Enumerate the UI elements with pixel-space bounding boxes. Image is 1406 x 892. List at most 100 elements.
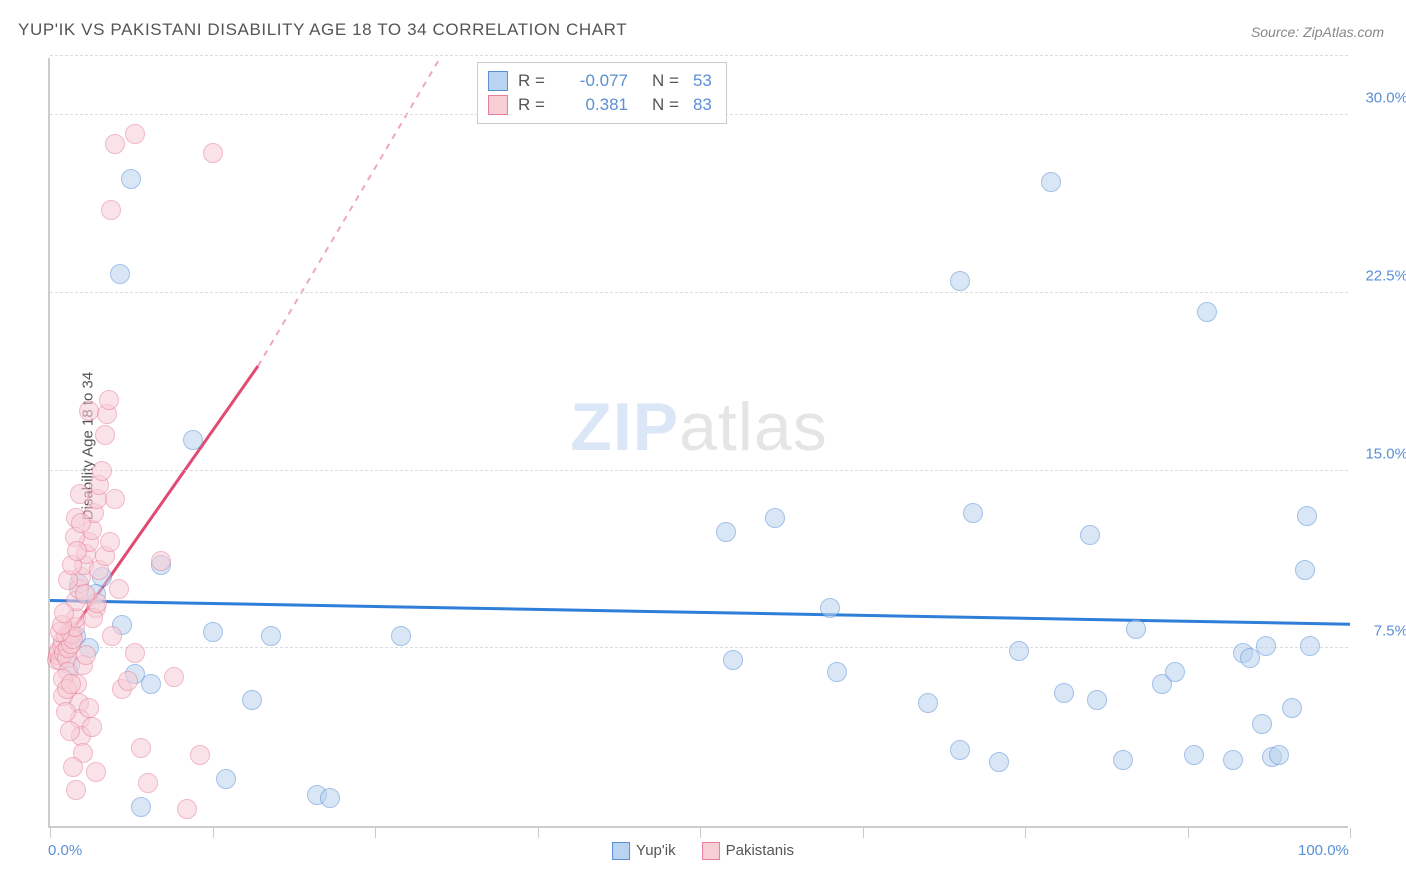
data-point — [61, 674, 81, 694]
data-point — [92, 461, 112, 481]
data-point — [99, 390, 119, 410]
data-point — [391, 626, 411, 646]
data-point — [131, 738, 151, 758]
x-tick — [1188, 828, 1189, 838]
x-tick — [700, 828, 701, 838]
data-point — [66, 780, 86, 800]
data-point — [125, 124, 145, 144]
data-point — [75, 584, 95, 604]
data-point — [131, 797, 151, 817]
stats-row-yupik: R = -0.077 N = 53 — [488, 69, 712, 93]
legend-item-yupik: Yup'ik — [612, 842, 676, 860]
data-point — [716, 522, 736, 542]
data-point — [989, 752, 1009, 772]
data-point — [1297, 506, 1317, 526]
data-point — [203, 622, 223, 642]
gridline — [50, 292, 1348, 293]
data-point — [203, 143, 223, 163]
y-tick-label: 30.0% — [1353, 90, 1406, 107]
gridline — [50, 647, 1348, 648]
data-point — [950, 271, 970, 291]
data-point — [177, 799, 197, 819]
data-point — [1126, 619, 1146, 639]
data-point — [765, 508, 785, 528]
data-point — [102, 626, 122, 646]
data-point — [820, 598, 840, 618]
y-tick-label: 15.0% — [1353, 445, 1406, 462]
correlation-chart: YUP'IK VS PAKISTANI DISABILITY AGE 18 TO… — [0, 0, 1406, 892]
data-point — [1252, 714, 1272, 734]
data-point — [1054, 683, 1074, 703]
data-point — [79, 401, 99, 421]
swatch-yupik — [488, 71, 508, 91]
data-point — [54, 603, 74, 623]
data-point — [1165, 662, 1185, 682]
data-point — [164, 667, 184, 687]
data-point — [190, 745, 210, 765]
data-point — [1256, 636, 1276, 656]
x-tick — [213, 828, 214, 838]
data-point — [1223, 750, 1243, 770]
data-point — [76, 645, 96, 665]
data-point — [125, 643, 145, 663]
data-point — [79, 698, 99, 718]
data-point — [242, 690, 262, 710]
gridline — [50, 470, 1348, 471]
data-point — [950, 740, 970, 760]
swatch-pakistanis-icon — [702, 842, 720, 860]
data-point — [110, 264, 130, 284]
y-tick-label: 22.5% — [1353, 267, 1406, 284]
data-point — [71, 513, 91, 533]
data-point — [1080, 525, 1100, 545]
data-point — [109, 579, 129, 599]
data-point — [56, 702, 76, 722]
x-axis-min-label: 0.0% — [48, 842, 82, 859]
x-tick — [1025, 828, 1026, 838]
legend: Yup'ik Pakistanis — [612, 842, 794, 860]
data-point — [1041, 172, 1061, 192]
x-tick — [50, 828, 51, 838]
data-point — [261, 626, 281, 646]
chart-source: Source: ZipAtlas.com — [1251, 24, 1384, 40]
data-point — [121, 169, 141, 189]
x-axis-max-label: 100.0% — [1298, 842, 1349, 859]
data-point — [1282, 698, 1302, 718]
data-point — [1184, 745, 1204, 765]
plot-area: ZIPatlas 7.5%15.0%22.5%30.0% — [48, 58, 1348, 828]
trend-lines — [50, 58, 1350, 828]
data-point — [70, 484, 90, 504]
trend-line — [50, 601, 1350, 625]
data-point — [1300, 636, 1320, 656]
data-point — [105, 134, 125, 154]
data-point — [827, 662, 847, 682]
swatch-yupik-icon — [612, 842, 630, 860]
data-point — [1087, 690, 1107, 710]
data-point — [141, 674, 161, 694]
data-point — [216, 769, 236, 789]
x-tick — [863, 828, 864, 838]
data-point — [63, 757, 83, 777]
stats-legend-box: R = -0.077 N = 53 R = 0.381 N = 83 — [477, 62, 727, 124]
data-point — [105, 489, 125, 509]
gridline — [50, 55, 1348, 56]
data-point — [1269, 745, 1289, 765]
data-point — [1295, 560, 1315, 580]
data-point — [1009, 641, 1029, 661]
trend-line — [258, 58, 440, 366]
data-point — [100, 532, 120, 552]
y-tick-label: 7.5% — [1353, 623, 1406, 640]
chart-title: YUP'IK VS PAKISTANI DISABILITY AGE 18 TO… — [18, 20, 627, 40]
data-point — [60, 721, 80, 741]
data-point — [151, 551, 171, 571]
data-point — [95, 425, 115, 445]
data-point — [918, 693, 938, 713]
watermark: ZIPatlas — [570, 388, 827, 466]
data-point — [1197, 302, 1217, 322]
data-point — [82, 717, 102, 737]
data-point — [1113, 750, 1133, 770]
data-point — [138, 773, 158, 793]
x-tick — [538, 828, 539, 838]
legend-item-pakistanis: Pakistanis — [702, 842, 794, 860]
data-point — [101, 200, 121, 220]
x-tick — [375, 828, 376, 838]
